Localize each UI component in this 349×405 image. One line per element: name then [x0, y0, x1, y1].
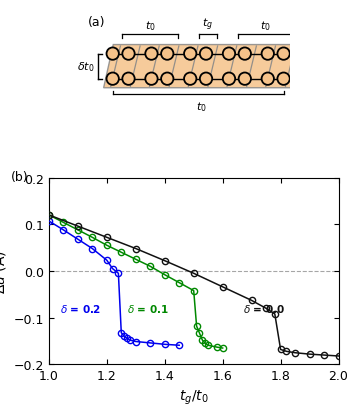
- Text: (a): (a): [88, 16, 105, 29]
- Circle shape: [106, 73, 119, 85]
- Text: $t_0$: $t_0$: [260, 19, 271, 32]
- Circle shape: [184, 73, 196, 85]
- X-axis label: $t_g/t_0$: $t_g/t_0$: [179, 388, 208, 405]
- Circle shape: [223, 73, 235, 85]
- Circle shape: [277, 48, 290, 61]
- Text: (b): (b): [11, 171, 29, 183]
- Circle shape: [161, 48, 173, 61]
- Y-axis label: $\Delta u$ (Å): $\Delta u$ (Å): [0, 249, 8, 293]
- Circle shape: [200, 73, 212, 85]
- Circle shape: [239, 73, 251, 85]
- Circle shape: [122, 48, 135, 61]
- Text: $t_0$: $t_0$: [145, 19, 155, 32]
- Circle shape: [262, 73, 274, 85]
- Circle shape: [184, 48, 196, 61]
- Circle shape: [239, 48, 251, 61]
- Text: $\delta$ = 0.2: $\delta$ = 0.2: [60, 302, 102, 314]
- Circle shape: [262, 48, 274, 61]
- Circle shape: [122, 73, 135, 85]
- Circle shape: [223, 48, 235, 61]
- Circle shape: [161, 73, 173, 85]
- Polygon shape: [104, 45, 302, 89]
- Circle shape: [145, 48, 158, 61]
- Text: $\delta$ = 0.1: $\delta$ = 0.1: [127, 302, 169, 314]
- Text: $t_0$: $t_0$: [196, 100, 206, 114]
- Text: $\delta$ = 0.0: $\delta$ = 0.0: [243, 302, 285, 314]
- Text: $\delta t_0$: $\delta t_0$: [77, 60, 95, 74]
- Text: $t_g$: $t_g$: [202, 16, 213, 32]
- Circle shape: [106, 48, 119, 61]
- Circle shape: [200, 48, 212, 61]
- Circle shape: [277, 73, 290, 85]
- Circle shape: [145, 73, 158, 85]
